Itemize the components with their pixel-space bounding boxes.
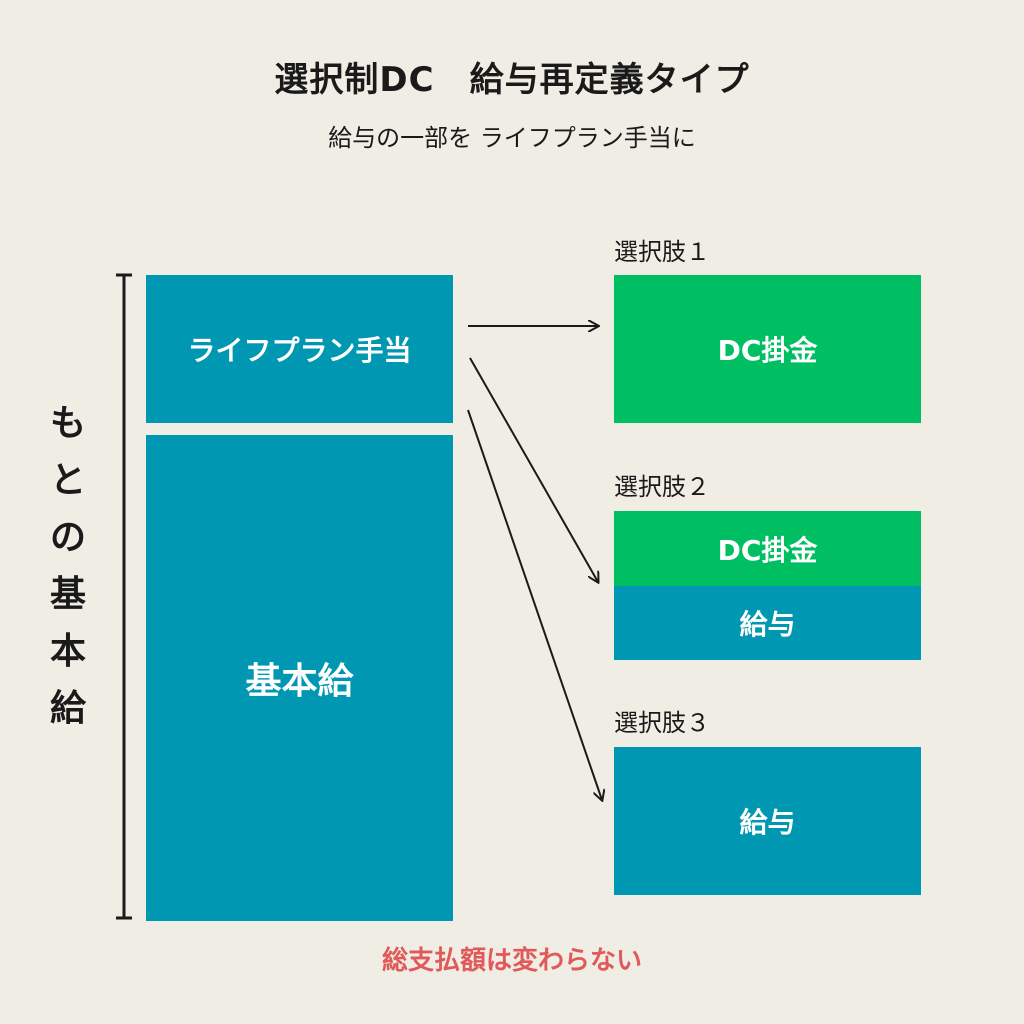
- option-2-salary-box: 給与: [614, 586, 921, 660]
- option-1-dc-box: DC掛金: [614, 275, 921, 423]
- option-2-label: 選択肢２: [614, 473, 710, 501]
- total-pay-note: 総支払額は変わらない: [381, 946, 642, 976]
- salary-bracket: [116, 273, 132, 920]
- dc-contribution-label: DC掛金: [717, 334, 818, 367]
- base-salary-box: 基本給: [146, 435, 453, 921]
- salary-label: 給与: [739, 806, 796, 839]
- original-salary-label: も と の 基 本 給: [38, 395, 98, 737]
- life-plan-allowance-box: ライフプラン手当: [146, 275, 453, 423]
- label-char: の: [49, 517, 86, 558]
- option-1-label: 選択肢１: [614, 238, 710, 266]
- label-char: 基: [49, 574, 86, 615]
- label-char: と: [49, 460, 86, 501]
- base-salary-label: 基本給: [245, 661, 354, 702]
- arrow-to-option-3: [467, 409, 602, 800]
- option-3-salary-box: 給与: [614, 747, 921, 895]
- label-char: も: [49, 403, 86, 444]
- diagram-subtitle: 給与の一部を ライフプラン手当に: [328, 124, 696, 152]
- life-plan-allowance-label: ライフプラン手当: [187, 334, 412, 367]
- option-3-label: 選択肢３: [614, 709, 710, 737]
- option-2-dc-box: DC掛金: [614, 511, 921, 586]
- salary-label: 給与: [739, 608, 796, 641]
- label-char: 本: [49, 631, 86, 672]
- diagram-title: 選択制DC 給与再定義タイプ: [274, 60, 750, 100]
- dc-contribution-label: DC掛金: [717, 533, 818, 567]
- label-char: 給: [49, 688, 86, 729]
- arrow-to-option-2: [469, 357, 598, 582]
